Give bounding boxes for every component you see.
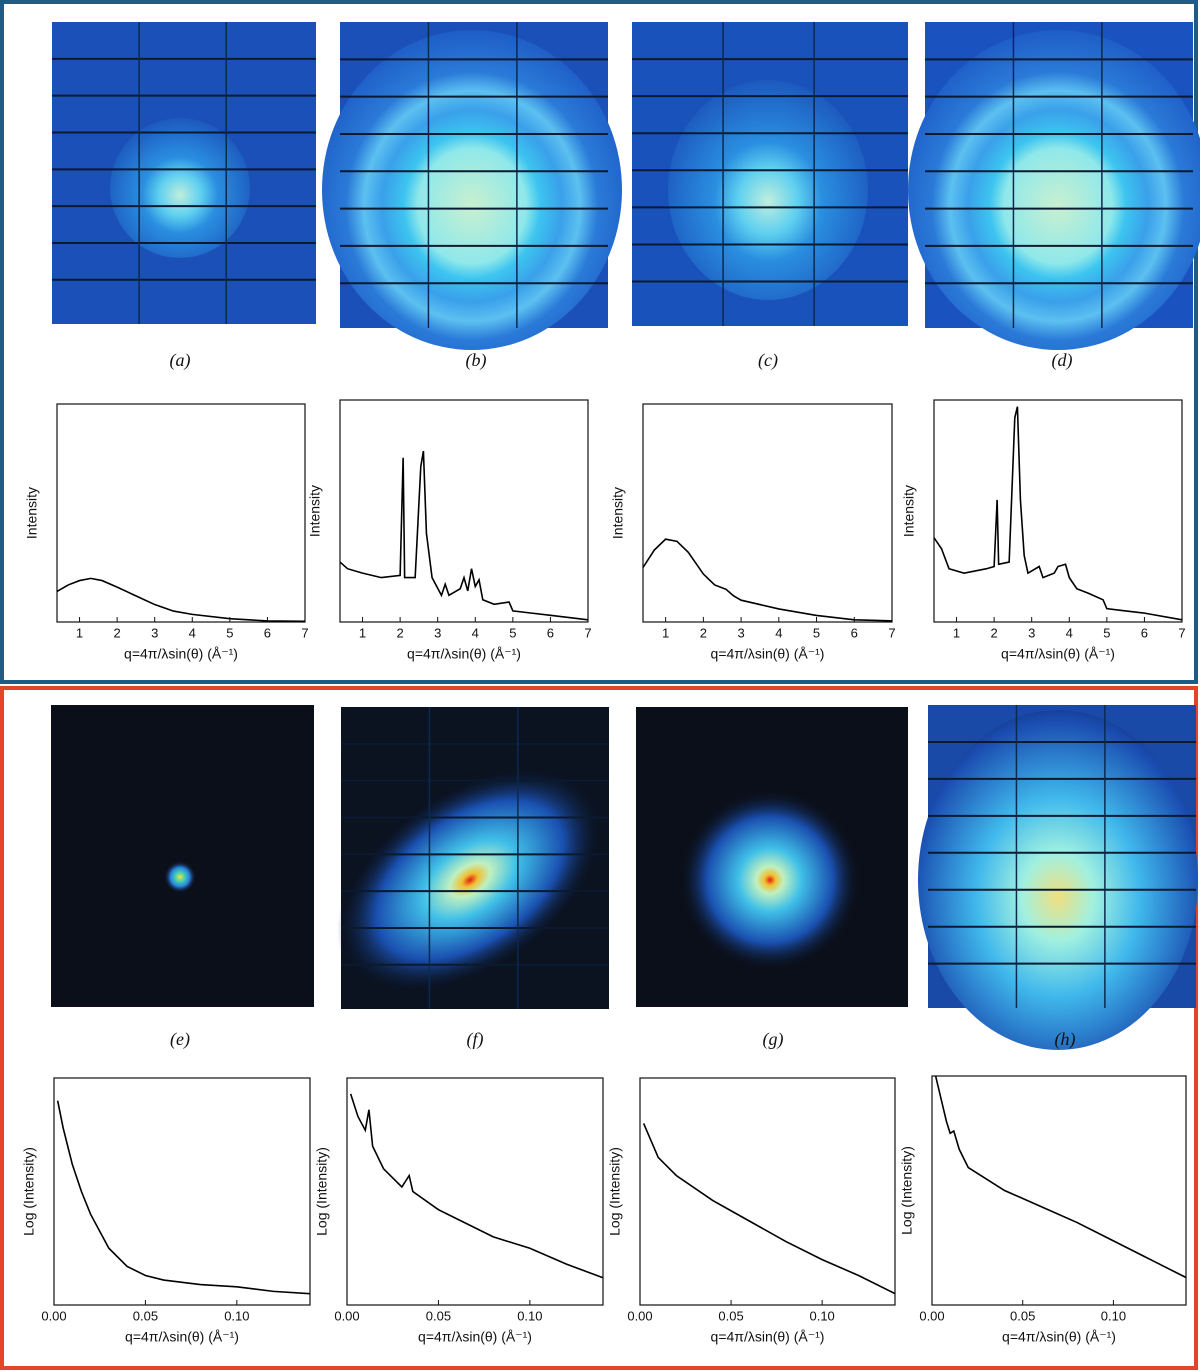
image-label: (e)	[170, 1029, 190, 1050]
y-axis-label: Intensity	[901, 485, 917, 537]
data-line	[349, 1093, 604, 1279]
image-label: (f)	[467, 1029, 484, 1050]
x-tick-label: 2	[114, 625, 121, 640]
top-panel-border	[0, 0, 1198, 684]
y-axis-label: Intensity	[307, 485, 323, 537]
x-tick-label: 4	[472, 625, 479, 640]
x-tick-label: 3	[151, 625, 158, 640]
plot-frame	[642, 403, 893, 623]
x-tick-label: 4	[775, 625, 782, 640]
x-tick-label: 0.05	[1010, 1308, 1035, 1323]
scattering-pattern	[918, 710, 1198, 1050]
x-tick-label: 6	[851, 625, 858, 640]
scattering-pattern	[908, 30, 1200, 350]
bottom-panel-border	[0, 686, 1198, 1370]
x-tick-label: 7	[1178, 625, 1185, 640]
x-tick-label: 2	[397, 625, 404, 640]
image-label: (b)	[466, 350, 487, 371]
image-label: (h)	[1055, 1029, 1076, 1050]
x-axis-label: q=4π/λsin(θ) (Å⁻¹)	[1001, 646, 1115, 662]
x-tick-label: 0.05	[718, 1308, 743, 1323]
x-tick-label: 1	[359, 625, 366, 640]
data-line	[642, 1123, 896, 1295]
image-label: (d)	[1052, 350, 1073, 371]
x-tick-label: 7	[888, 625, 895, 640]
x-tick-label: 0.05	[426, 1308, 451, 1323]
plot-frame	[53, 1077, 311, 1306]
data-line	[56, 1100, 311, 1295]
x-axis-label: q=4π/λsin(θ) (Å⁻¹)	[125, 1329, 239, 1345]
image-label: (g)	[763, 1029, 784, 1050]
x-axis-label: q=4π/λsin(θ) (Å⁻¹)	[711, 1329, 825, 1345]
y-axis-label: Intensity	[24, 487, 40, 539]
y-axis-label: Log (Intensity)	[607, 1147, 623, 1236]
y-axis-label: Intensity	[610, 487, 626, 539]
x-axis-label: q=4π/λsin(θ) (Å⁻¹)	[711, 646, 825, 662]
data-line	[933, 406, 1183, 621]
scattering-pattern	[336, 766, 604, 994]
x-tick-label: 0.10	[224, 1308, 249, 1323]
plot-frame	[933, 399, 1183, 623]
x-tick-label: 3	[434, 625, 441, 640]
x-tick-label: 6	[264, 625, 271, 640]
x-tick-label: 1	[953, 625, 960, 640]
diffraction-images	[51, 22, 1200, 1050]
x-tick-label: 0.00	[919, 1308, 944, 1323]
scattering-pattern	[322, 30, 622, 350]
image-label: (a)	[170, 350, 191, 371]
x-tick-label: 0.10	[809, 1308, 834, 1323]
x-axis-label: q=4π/λsin(θ) (Å⁻¹)	[418, 1329, 532, 1345]
data-line	[642, 538, 893, 622]
x-tick-label: 4	[1066, 625, 1073, 640]
x-tick-label: 5	[226, 625, 233, 640]
scattering-pattern	[668, 80, 868, 300]
image-label: (c)	[758, 350, 778, 371]
scattering-pattern	[164, 861, 196, 893]
scattering-pattern	[110, 118, 250, 258]
x-tick-label: 7	[301, 625, 308, 640]
x-tick-label: 7	[584, 625, 591, 640]
x-tick-label: 3	[737, 625, 744, 640]
scattering-pattern	[680, 790, 860, 970]
y-axis-label: Log (Intensity)	[21, 1147, 37, 1236]
x-tick-label: 5	[1103, 625, 1110, 640]
x-tick-label: 1	[662, 625, 669, 640]
x-tick-label: 6	[1141, 625, 1148, 640]
plot-frame	[346, 1077, 604, 1306]
x-tick-label: 0.10	[1101, 1308, 1126, 1323]
x-tick-label: 2	[991, 625, 998, 640]
data-line	[339, 450, 589, 621]
x-tick-label: 0.00	[334, 1308, 359, 1323]
plot-frame	[931, 1075, 1187, 1306]
x-axis-label: q=4π/λsin(θ) (Å⁻¹)	[407, 646, 521, 662]
x-axis-label: q=4π/λsin(θ) (Å⁻¹)	[1002, 1329, 1116, 1345]
y-axis-label: Log (Intensity)	[314, 1147, 330, 1236]
x-tick-label: 0.00	[627, 1308, 652, 1323]
data-line	[934, 1075, 1187, 1279]
x-tick-label: 2	[700, 625, 707, 640]
x-tick-label: 1	[76, 625, 83, 640]
plot-frame	[56, 403, 306, 623]
x-tick-label: 5	[509, 625, 516, 640]
data-line	[56, 577, 306, 623]
x-tick-label: 0.00	[41, 1308, 66, 1323]
plot-frame	[639, 1077, 896, 1306]
x-tick-label: 0.10	[517, 1308, 542, 1323]
image-background	[51, 705, 314, 1007]
x-tick-label: 3	[1028, 625, 1035, 640]
x-tick-label: 4	[189, 625, 196, 640]
x-tick-label: 0.05	[133, 1308, 158, 1323]
plot-frame	[339, 399, 589, 623]
x-axis-label: q=4π/λsin(θ) (Å⁻¹)	[124, 646, 238, 662]
x-tick-label: 5	[813, 625, 820, 640]
x-tick-label: 6	[547, 625, 554, 640]
y-axis-label: Log (Intensity)	[899, 1146, 915, 1235]
